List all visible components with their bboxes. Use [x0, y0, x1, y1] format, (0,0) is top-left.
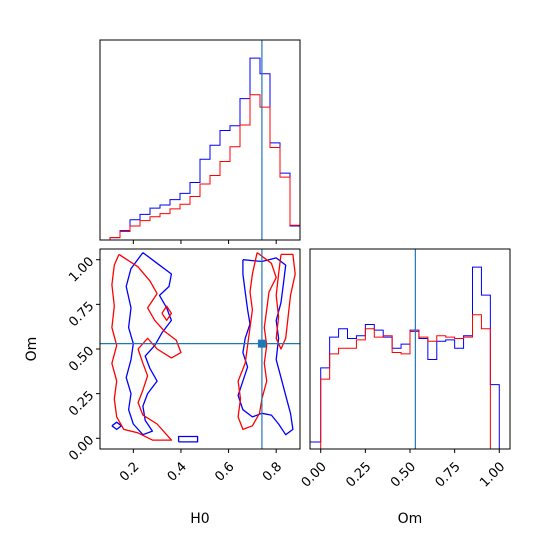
hist-Om-histogram-sample_a — [309, 266, 510, 450]
contour-xlabel: H0 — [190, 511, 209, 527]
contour-line-sample_b — [161, 305, 173, 322]
contour-H0-Om-xtick-label: 0.8 — [260, 459, 285, 484]
contour-H0-Om-ytick-label: 0.50 — [66, 344, 97, 375]
contour-lines-group — [111, 252, 296, 443]
contour-line-sample_b — [111, 253, 182, 441]
contour-truth-marker — [257, 339, 266, 348]
hist-Om-xtick-label: 0.25 — [343, 459, 374, 490]
contour-H0-Om-xtick-label: 0.4 — [165, 459, 190, 484]
hist-Om-xtick-label: 0.50 — [388, 459, 419, 490]
histogram-panel-Om: 0.00 0.25 0.50 0.75 1.00 Om — [299, 248, 511, 527]
contour-H0-Om-ytick-label: 0.00 — [66, 433, 97, 464]
contour-panel-H0-Om: 0.2 0.4 0.6 0.8 0.00 0.25 0.50 0.75 1.00 H0 Om — [24, 248, 301, 527]
hist-Om-xtick-label: 0.00 — [299, 459, 330, 490]
hist-Om-histogram-sample_b — [310, 314, 510, 450]
hist-H0-frame — [99, 39, 301, 241]
hist-Om-xtick-label: 1.00 — [477, 459, 508, 490]
contour-line-sample_a — [237, 257, 294, 436]
contour-H0-Om-ytick-label: 0.75 — [66, 299, 97, 330]
contour-ylabel: Om — [24, 337, 40, 362]
contour-line-sample_b — [237, 252, 277, 431]
contour-H0-Om-xtick-label: 0.6 — [212, 459, 237, 484]
contour-H0-Om-frame — [99, 248, 301, 450]
hist-H0-histogram-sample_b — [100, 94, 301, 241]
hist-Om-xlabel: Om — [398, 511, 423, 527]
contour-line-sample_a — [125, 252, 173, 436]
hist-H0-histogram-sample_a — [100, 57, 301, 241]
contour-H0-Om-ytick-label: 1.00 — [66, 254, 97, 285]
histogram-panel-H0 — [99, 39, 301, 244]
contour-H0-Om-ytick-label: 0.25 — [66, 388, 97, 419]
contour-line-sample_a — [177, 435, 199, 443]
contour-H0-Om-xtick-label: 0.2 — [117, 459, 142, 484]
hist-Om-xtick-label: 0.75 — [433, 459, 464, 490]
